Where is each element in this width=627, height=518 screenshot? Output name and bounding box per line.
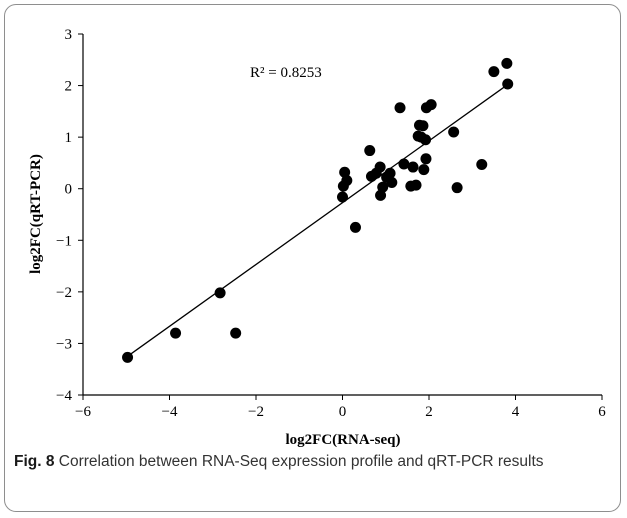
data-point [451,182,463,194]
data-point [214,287,226,299]
data-point [476,158,488,170]
figure-caption: Fig. 8 Correlation between RNA-Seq expre… [14,451,574,473]
x-tick-label: 4 [512,404,520,420]
figure-frame [4,4,621,512]
x-tick-label: 6 [598,404,606,420]
y-tick-label: −3 [56,336,72,352]
data-point [410,179,422,191]
data-point [425,99,437,111]
x-tick-label: −6 [75,404,91,420]
data-point [377,181,389,193]
data-point [384,167,396,179]
r-squared-annotation: R² = 0.8253 [250,65,322,81]
data-point [337,191,348,203]
data-point [364,145,376,157]
data-point [170,327,182,339]
data-point [341,174,353,186]
x-tick-label: −4 [162,404,178,420]
x-tick-label: −2 [248,404,264,420]
data-point [420,153,432,165]
data-point [407,161,419,173]
data-point [374,161,386,173]
data-point [394,102,406,114]
data-point [122,351,134,363]
y-tick-label: 0 [65,182,73,198]
data-point [339,166,351,178]
data-point [375,189,387,201]
data-point [230,327,242,339]
y-tick-label: 1 [65,130,73,146]
x-axis-title: log2FC(RNA-seq) [286,432,401,448]
data-points [122,57,514,363]
data-point [448,126,460,138]
y-tick-label: −2 [56,285,72,301]
y-tick-label: 3 [65,27,73,43]
x-tick-label: 2 [425,404,433,420]
y-tick-label: −1 [56,233,72,249]
data-point [418,164,430,176]
data-point [488,66,500,78]
data-point [386,177,398,189]
caption-text: Correlation between RNA-Seq expression p… [54,453,544,470]
data-point [398,158,410,170]
y-axis-title: log2FC(qRT-PCR) [28,154,44,274]
axes [78,33,603,400]
data-point [501,57,513,69]
trend-line [127,84,509,357]
y-tick-label: −4 [56,388,72,404]
data-point [349,221,361,233]
data-point [502,78,514,90]
data-point [420,134,432,146]
data-point [417,120,429,132]
figure-label: Fig. 8 [14,453,55,470]
y-tick-label: 2 [65,79,73,95]
x-tick-label: 0 [339,404,347,420]
